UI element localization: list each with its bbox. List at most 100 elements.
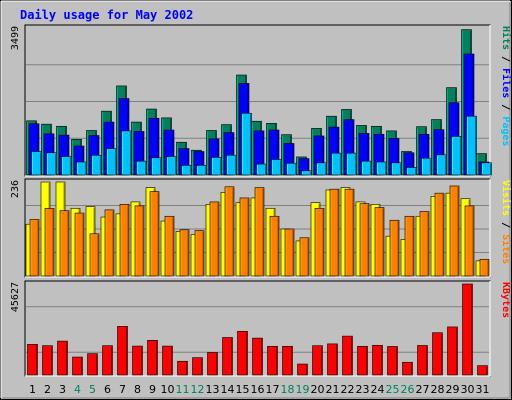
bar-pages-day-28 [436, 154, 447, 176]
bar-pages-day-30 [466, 115, 477, 176]
x-label-day-23: 23 [356, 383, 370, 396]
x-label-day-25: 25 [386, 383, 400, 396]
bar-kbytes-day-23 [357, 345, 368, 376]
chart-title: Daily usage for May 2002 [20, 8, 193, 22]
bar-kbytes-day-12 [192, 357, 203, 376]
bar-kbytes-day-16 [252, 337, 263, 376]
bar-kbytes-day-4 [72, 356, 83, 376]
x-label-day-14: 14 [221, 383, 235, 396]
x-label-day-8: 8 [134, 383, 141, 396]
bar-sites-day-22 [344, 188, 355, 277]
bar-sites-day-10 [164, 215, 175, 277]
side-legend-label: KBytes [500, 282, 511, 318]
bar-pages-day-13 [211, 157, 222, 176]
x-label-day-11: 11 [176, 383, 190, 396]
bar-pages-day-11 [181, 165, 192, 176]
y-max-label: 45627 [10, 282, 21, 312]
x-label-day-28: 28 [431, 383, 445, 396]
bar-pages-day-4 [76, 161, 87, 176]
bar-kbytes-day-27 [417, 345, 428, 376]
bar-sites-day-4 [74, 212, 85, 277]
x-label-day-31: 31 [476, 383, 490, 396]
bar-pages-day-20 [316, 162, 327, 176]
bar-pages-day-26 [406, 167, 417, 176]
x-label-day-27: 27 [416, 383, 430, 396]
x-label-day-1: 1 [29, 383, 36, 396]
bar-sites-day-7 [119, 204, 130, 277]
bar-pages-day-18 [286, 162, 297, 176]
bar-pages-day-27 [421, 157, 432, 176]
x-label-day-2: 2 [44, 383, 51, 396]
x-label-day-15: 15 [236, 383, 250, 396]
bars-visits-sites [25, 181, 490, 277]
bar-kbytes-day-7 [117, 326, 128, 376]
bar-pages-day-5 [91, 154, 102, 176]
bar-pages-day-9 [151, 157, 162, 176]
bar-kbytes-day-13 [207, 352, 218, 376]
x-label-day-19: 19 [296, 383, 310, 396]
bars-kbytes [27, 283, 488, 376]
bar-sites-day-18 [284, 228, 295, 277]
bar-kbytes-day-3 [57, 340, 68, 376]
bar-sites-day-13 [209, 201, 220, 277]
bar-kbytes-day-29 [447, 326, 458, 376]
bar-kbytes-day-1 [27, 343, 38, 376]
bar-kbytes-day-5 [87, 353, 98, 376]
bar-pages-day-12 [196, 165, 207, 176]
bar-kbytes-day-17 [267, 345, 278, 376]
chart-panels: 3499 Hits / Files / Pages 236 Visits / Site… [10, 24, 512, 377]
bar-pages-day-6 [106, 148, 117, 176]
bar-kbytes-day-20 [312, 345, 323, 376]
bar-sites-day-23 [359, 203, 370, 277]
bar-sites-day-26 [404, 215, 415, 277]
bar-pages-day-29 [451, 136, 462, 176]
x-label-day-3: 3 [59, 383, 66, 396]
bar-pages-day-19 [301, 170, 312, 176]
x-label-day-10: 10 [161, 383, 175, 396]
bar-kbytes-day-26 [402, 361, 413, 376]
bar-sites-day-21 [329, 188, 340, 277]
bar-sites-day-3 [59, 210, 70, 277]
bar-sites-day-2 [44, 207, 55, 277]
bar-sites-day-28 [434, 192, 445, 277]
panel-kbytes: 45627 KBytes [10, 280, 511, 377]
bar-pages-day-16 [256, 163, 267, 176]
x-label-day-20: 20 [311, 383, 325, 396]
x-label-day-29: 29 [446, 383, 460, 396]
x-label-day-4: 4 [74, 383, 81, 396]
x-label-day-7: 7 [119, 383, 126, 396]
bar-kbytes-day-30 [462, 283, 473, 376]
bar-kbytes-day-10 [162, 345, 173, 376]
x-label-day-24: 24 [371, 383, 385, 396]
x-label-day-16: 16 [251, 383, 265, 396]
bar-pages-day-31 [481, 162, 492, 176]
bar-sites-day-24 [374, 207, 385, 277]
bar-sites-day-19 [299, 237, 310, 277]
x-label-day-17: 17 [266, 383, 280, 396]
bar-pages-day-23 [361, 160, 372, 176]
bar-kbytes-day-19 [297, 363, 308, 376]
bar-sites-day-5 [89, 233, 100, 277]
bar-kbytes-day-6 [102, 345, 113, 376]
bar-kbytes-day-25 [387, 346, 398, 376]
bar-sites-day-1 [29, 219, 40, 277]
bar-sites-day-15 [239, 197, 250, 277]
bar-pages-day-7 [121, 130, 132, 176]
bar-kbytes-day-18 [282, 345, 293, 376]
bar-sites-day-14 [224, 186, 235, 277]
bar-sites-day-16 [254, 187, 265, 277]
bar-sites-day-6 [104, 209, 115, 277]
bar-sites-day-20 [314, 207, 325, 277]
bar-sites-day-29 [449, 185, 460, 277]
bar-sites-day-31 [479, 258, 490, 277]
bar-kbytes-day-22 [342, 335, 353, 376]
bar-pages-day-25 [391, 162, 402, 176]
bar-sites-day-17 [269, 215, 280, 277]
x-label-day-12: 12 [191, 383, 205, 396]
bar-pages-day-22 [346, 152, 357, 176]
bar-pages-day-14 [226, 154, 237, 176]
bar-sites-day-12 [194, 230, 205, 277]
panel-visits-sites: 236 Visits / Sites [10, 178, 512, 278]
y-max-label: 3499 [10, 26, 21, 50]
